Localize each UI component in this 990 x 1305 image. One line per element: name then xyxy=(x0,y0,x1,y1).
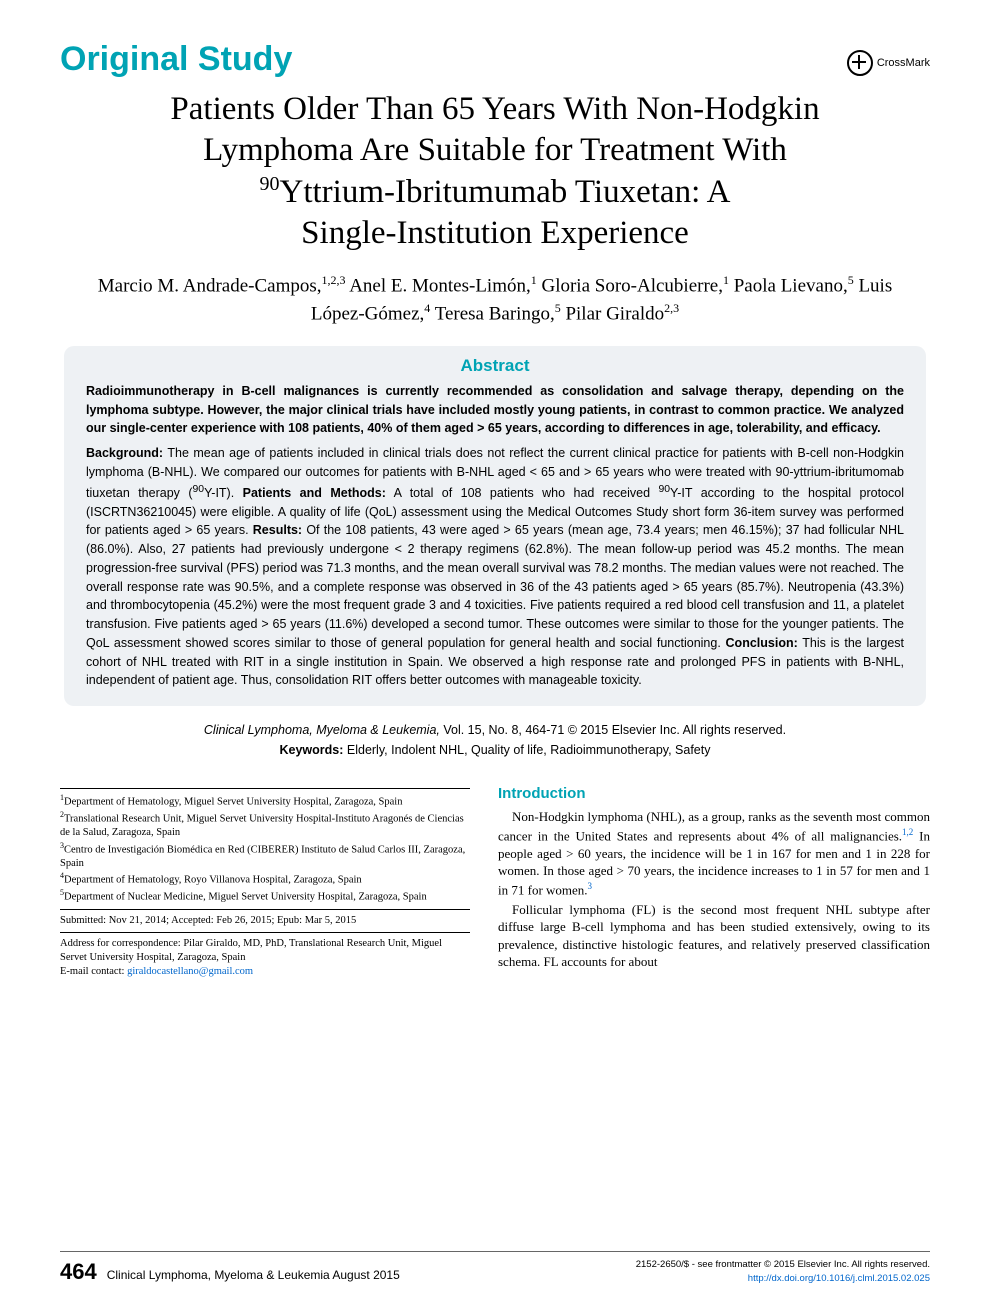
section-label: Original Study xyxy=(60,40,930,79)
affiliation-1: 1Department of Hematology, Miguel Servet… xyxy=(60,793,470,810)
correspondence-email-line: E-mail contact: giraldocastellano@gmail.… xyxy=(60,965,470,979)
page-number: 464 xyxy=(60,1259,97,1285)
affiliations-column: 1Department of Hematology, Miguel Servet… xyxy=(60,784,470,979)
page-footer: 464 Clinical Lymphoma, Myeloma & Leukemi… xyxy=(60,1251,930,1285)
title-line4: Single-Institution Experience xyxy=(301,215,689,251)
intro-para-2: Follicular lymphoma (FL) is the second m… xyxy=(498,901,930,971)
affiliation-5: 5Department of Nuclear Medicine, Miguel … xyxy=(60,888,470,905)
article-title: Patients Older Than 65 Years With Non-Ho… xyxy=(90,89,900,254)
footer-copyright: 2152-2650/$ - see frontmatter © 2015 Els… xyxy=(636,1258,930,1271)
introduction-heading: Introduction xyxy=(498,784,930,804)
citation-journal: Clinical Lymphoma, Myeloma & Leukemia, xyxy=(204,723,440,737)
affiliation-2: 2Translational Research Unit, Miguel Ser… xyxy=(60,810,470,841)
introduction-column: Introduction Non-Hodgkin lymphoma (NHL),… xyxy=(498,784,930,979)
abstract-heading: Abstract xyxy=(86,356,904,376)
footer-right: 2152-2650/$ - see frontmatter © 2015 Els… xyxy=(636,1258,930,1285)
title-line2: Lymphoma Are Suitable for Treatment With xyxy=(203,132,787,168)
abstract-highlight: Radioimmunotherapy in B-cell malignances… xyxy=(86,382,904,438)
submission-dates: Submitted: Nov 21, 2014; Accepted: Feb 2… xyxy=(60,914,470,928)
two-column-layout: 1Department of Hematology, Miguel Servet… xyxy=(60,784,930,979)
title-line3: Yttrium-Ibritumumab Tiuxetan: A xyxy=(280,174,731,210)
keywords-label: Keywords: xyxy=(280,743,344,757)
keywords-list: Elderly, Indolent NHL, Quality of life, … xyxy=(343,743,710,757)
citation-vol: Vol. 15, No. 8, 464-71 © 2015 Elsevier I… xyxy=(440,723,786,737)
title-line1: Patients Older Than 65 Years With Non-Ho… xyxy=(170,91,819,127)
footer-doi[interactable]: http://dx.doi.org/10.1016/j.clml.2015.02… xyxy=(636,1272,930,1285)
affiliation-3: 3Centro de Investigación Biomédica en Re… xyxy=(60,841,470,872)
correspondence-email[interactable]: giraldocastellano@gmail.com xyxy=(127,966,253,977)
crossmark-icon xyxy=(847,50,873,76)
footer-journal: Clinical Lymphoma, Myeloma & Leukemia Au… xyxy=(107,1268,400,1282)
correspondence-address: Address for correspondence: Pilar Girald… xyxy=(60,937,470,965)
title-superscript: 90 xyxy=(260,173,280,195)
intro-para-1: Non-Hodgkin lymphoma (NHL), as a group, … xyxy=(498,808,930,898)
affiliation-4: 4Department of Hematology, Royo Villanov… xyxy=(60,871,470,888)
author-list: Marcio M. Andrade-Campos,1,2,3 Anel E. M… xyxy=(80,272,910,328)
crossmark-badge[interactable]: CrossMark xyxy=(847,50,930,76)
abstract-body: Background: The mean age of patients inc… xyxy=(86,444,904,690)
footer-left: 464 Clinical Lymphoma, Myeloma & Leukemi… xyxy=(60,1259,400,1285)
crossmark-label: CrossMark xyxy=(877,57,930,69)
citation-block: Clinical Lymphoma, Myeloma & Leukemia, V… xyxy=(100,720,890,760)
abstract-box: Abstract Radioimmunotherapy in B-cell ma… xyxy=(64,346,926,706)
